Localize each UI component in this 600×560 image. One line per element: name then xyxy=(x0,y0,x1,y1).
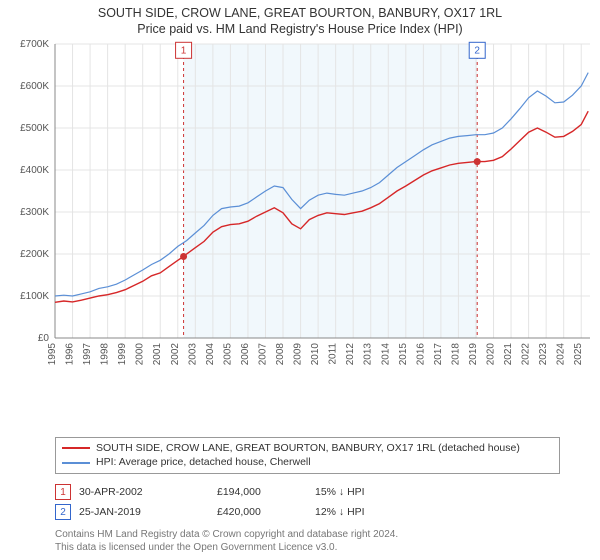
legend-swatch xyxy=(62,447,90,449)
svg-text:2000: 2000 xyxy=(135,343,146,366)
legend-swatch xyxy=(62,462,90,464)
svg-text:2024: 2024 xyxy=(556,343,567,366)
svg-text:2020: 2020 xyxy=(486,343,497,366)
title-block: SOUTH SIDE, CROW LANE, GREAT BOURTON, BA… xyxy=(0,0,600,38)
svg-text:£600K: £600K xyxy=(20,81,49,92)
marker-price: £420,000 xyxy=(217,506,307,518)
title-line1: SOUTH SIDE, CROW LANE, GREAT BOURTON, BA… xyxy=(4,6,596,20)
svg-text:2023: 2023 xyxy=(538,343,549,366)
markers-table: 1 30-APR-2002 £194,000 15% ↓ HPI 2 25-JAN-201… xyxy=(55,482,560,522)
footer: Contains HM Land Registry data © Crown c… xyxy=(55,528,560,554)
svg-text:2001: 2001 xyxy=(152,343,163,366)
svg-text:£300K: £300K xyxy=(20,207,49,218)
svg-text:2009: 2009 xyxy=(293,343,304,366)
svg-text:2005: 2005 xyxy=(222,343,233,366)
marker-diff: 12% ↓ HPI xyxy=(315,506,435,518)
svg-text:1995: 1995 xyxy=(47,343,58,366)
legend: SOUTH SIDE, CROW LANE, GREAT BOURTON, BA… xyxy=(55,437,560,474)
svg-text:2017: 2017 xyxy=(433,343,444,366)
line-chart: £0 £100K £200K £300K £400K £500K £600K £700K 199… xyxy=(0,38,600,368)
svg-text:£200K: £200K xyxy=(20,249,49,260)
svg-text:1999: 1999 xyxy=(117,343,128,366)
svg-text:2002: 2002 xyxy=(170,343,181,366)
svg-text:2004: 2004 xyxy=(205,343,216,366)
marker-diff: 15% ↓ HPI xyxy=(315,486,435,498)
svg-text:2025: 2025 xyxy=(573,343,584,366)
svg-text:2010: 2010 xyxy=(310,343,321,366)
marker-row: 2 25-JAN-2019 £420,000 12% ↓ HPI xyxy=(55,502,560,522)
legend-label: SOUTH SIDE, CROW LANE, GREAT BOURTON, BA… xyxy=(96,441,520,456)
marker-date: 30-APR-2002 xyxy=(79,486,209,498)
marker-price: £194,000 xyxy=(217,486,307,498)
svg-text:2014: 2014 xyxy=(380,343,391,366)
svg-text:£400K: £400K xyxy=(20,165,49,176)
svg-text:1996: 1996 xyxy=(65,343,76,366)
legend-label: HPI: Average price, detached house, Cher… xyxy=(96,455,311,470)
marker-point xyxy=(180,253,187,260)
legend-row: HPI: Average price, detached house, Cher… xyxy=(62,455,553,470)
svg-text:2021: 2021 xyxy=(503,343,514,366)
svg-text:£500K: £500K xyxy=(20,123,49,134)
svg-text:1: 1 xyxy=(181,45,187,56)
svg-text:2013: 2013 xyxy=(363,343,374,366)
svg-text:2011: 2011 xyxy=(328,343,339,365)
svg-text:£100K: £100K xyxy=(20,291,49,302)
svg-text:2003: 2003 xyxy=(187,343,198,366)
svg-text:2: 2 xyxy=(474,45,480,56)
svg-text:2007: 2007 xyxy=(257,343,268,366)
svg-text:2018: 2018 xyxy=(450,343,461,366)
svg-text:2015: 2015 xyxy=(398,343,409,366)
marker-badge: 2 xyxy=(55,504,71,520)
svg-text:2012: 2012 xyxy=(345,343,356,366)
svg-text:£700K: £700K xyxy=(20,39,49,50)
svg-text:1997: 1997 xyxy=(82,343,93,366)
svg-text:2019: 2019 xyxy=(468,343,479,366)
marker-row: 1 30-APR-2002 £194,000 15% ↓ HPI xyxy=(55,482,560,502)
marker-date: 25-JAN-2019 xyxy=(79,506,209,518)
svg-text:2016: 2016 xyxy=(415,343,426,366)
svg-text:2006: 2006 xyxy=(240,343,251,366)
svg-text:1998: 1998 xyxy=(100,343,111,366)
footer-line1: Contains HM Land Registry data © Crown c… xyxy=(55,528,560,541)
footer-line2: This data is licensed under the Open Gov… xyxy=(55,541,560,554)
legend-row: SOUTH SIDE, CROW LANE, GREAT BOURTON, BA… xyxy=(62,441,553,456)
svg-text:£0: £0 xyxy=(38,333,50,344)
marker-point xyxy=(474,158,481,165)
title-line2: Price paid vs. HM Land Registry's House … xyxy=(4,22,596,36)
marker-badge: 1 xyxy=(55,484,71,500)
chart-area: £0 £100K £200K £300K £400K £500K £600K £700K 199… xyxy=(0,38,600,433)
svg-text:2008: 2008 xyxy=(275,343,286,366)
page-container: SOUTH SIDE, CROW LANE, GREAT BOURTON, BA… xyxy=(0,0,600,560)
svg-text:2022: 2022 xyxy=(521,343,532,366)
